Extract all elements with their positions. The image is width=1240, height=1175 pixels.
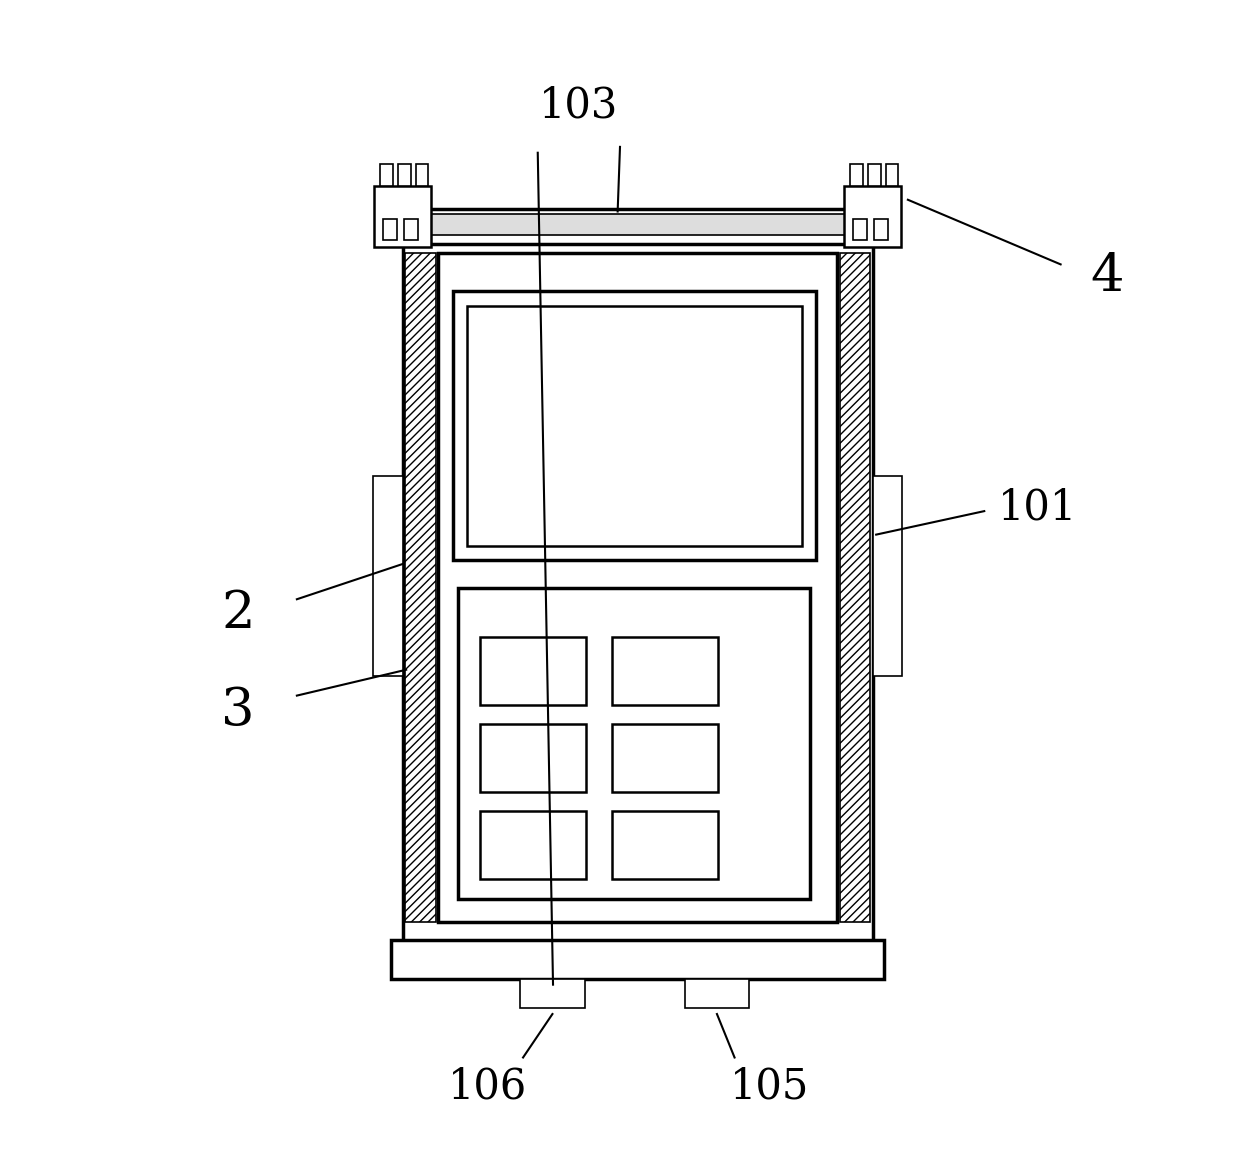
Bar (391, 940, 884, 979)
Bar (438, 253, 837, 922)
Text: 106: 106 (448, 1066, 527, 1108)
Bar (414, 214, 861, 235)
Bar (611, 811, 718, 879)
Bar (374, 186, 430, 247)
Bar (839, 253, 870, 922)
Bar (415, 165, 429, 186)
Bar (373, 476, 403, 676)
Text: 101: 101 (997, 486, 1076, 529)
Bar (381, 165, 393, 186)
Bar (520, 979, 585, 1008)
Bar (851, 165, 863, 186)
Bar (391, 209, 884, 244)
Bar (404, 219, 418, 240)
Bar (398, 165, 410, 186)
Text: 3: 3 (222, 685, 255, 737)
Bar (873, 476, 901, 676)
Bar (467, 306, 802, 546)
Bar (885, 165, 899, 186)
Text: 4: 4 (1091, 250, 1125, 302)
Bar (684, 979, 749, 1008)
Bar (480, 637, 587, 705)
Text: 103: 103 (539, 85, 619, 127)
Bar (480, 811, 587, 879)
Bar (853, 219, 867, 240)
Text: 105: 105 (730, 1066, 810, 1108)
Text: 2: 2 (222, 588, 255, 639)
Bar (611, 724, 718, 792)
Bar (480, 724, 587, 792)
Bar (403, 235, 873, 946)
Bar (611, 637, 718, 705)
Bar (383, 219, 397, 240)
Bar (453, 291, 816, 560)
Bar (868, 165, 880, 186)
Bar (458, 588, 811, 899)
Bar (844, 186, 900, 247)
Bar (874, 219, 888, 240)
Bar (405, 253, 435, 922)
